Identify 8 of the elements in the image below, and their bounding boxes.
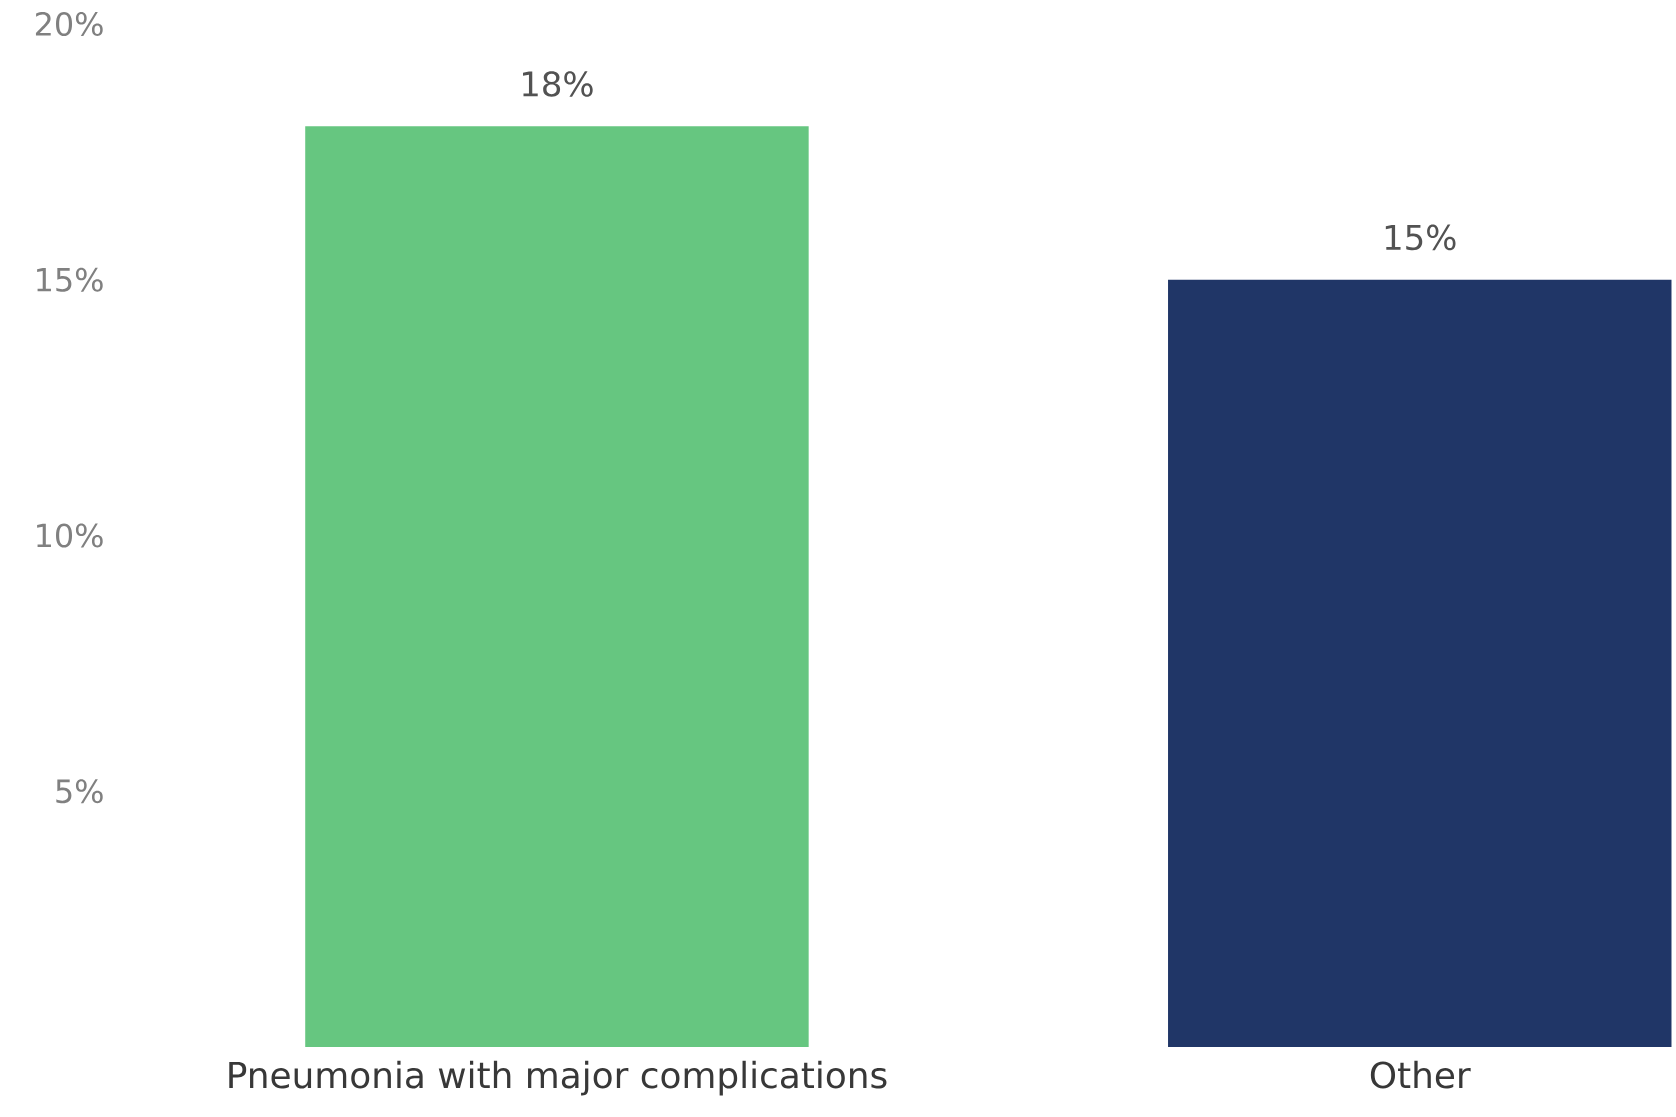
x-tick-label: Pneumonia with major complications: [229, 1060, 887, 1096]
x-tick-label: Other: [1370, 1060, 1471, 1089]
y-tick-label: 20%: [35, 11, 103, 37]
data-label: 15%: [1385, 224, 1456, 251]
data-label: 18%: [523, 71, 593, 97]
y-tick-label: 5%: [56, 779, 103, 804]
y-tick-label: 15%: [37, 267, 103, 292]
y-tick-label: 10%: [37, 523, 103, 548]
